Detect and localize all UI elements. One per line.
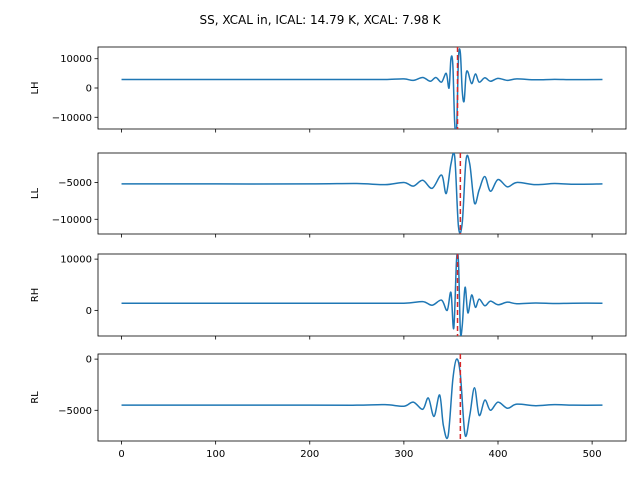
x-tick-label: 0	[118, 449, 124, 460]
axes-frame	[97, 253, 627, 337]
x-tick-label: 500	[583, 449, 602, 460]
y-tick-label: 0	[86, 306, 92, 317]
subplot-rh: 10000 0 RH	[30, 253, 627, 340]
axes-frame	[97, 152, 627, 235]
series-line-rl	[121, 358, 603, 440]
subplot-ll: −5000 −10000 LL	[30, 152, 627, 238]
y-tick-label: −10000	[52, 113, 92, 124]
y-tick-label: 10000	[60, 255, 92, 266]
x-tick-label: 300	[394, 449, 413, 460]
y-axis-label: RH	[30, 288, 41, 302]
series-line-ll	[121, 153, 603, 234]
y-axis-label: RL	[30, 391, 41, 404]
x-tick-label: 200	[300, 449, 319, 460]
series-line-rh	[121, 254, 603, 336]
y-tick-label: −5000	[58, 406, 92, 417]
subplots: 10000 0 −10000 LH −5000 −10000 LL 10000 0 RH 0 −500…	[30, 46, 627, 460]
y-axis-label: LL	[30, 188, 41, 200]
chart-title: SS, XCAL in, ICAL: 14.79 K, XCAL: 7.98 K	[199, 13, 441, 27]
axes-frame	[97, 353, 627, 442]
y-tick-label: −10000	[52, 215, 92, 226]
y-axis-label: LH	[30, 81, 41, 94]
x-tick-label: 100	[206, 449, 225, 460]
subplot-lh: 10000 0 −10000 LH	[30, 46, 627, 133]
y-tick-label: 0	[86, 84, 92, 95]
y-tick-label: 10000	[60, 54, 92, 65]
y-tick-label: −5000	[58, 178, 92, 189]
x-tick-label: 400	[488, 449, 507, 460]
subplot-rl: 0 −5000 0 100 200 300 400 500 RL	[30, 353, 627, 460]
y-tick-label: 0	[86, 355, 92, 366]
